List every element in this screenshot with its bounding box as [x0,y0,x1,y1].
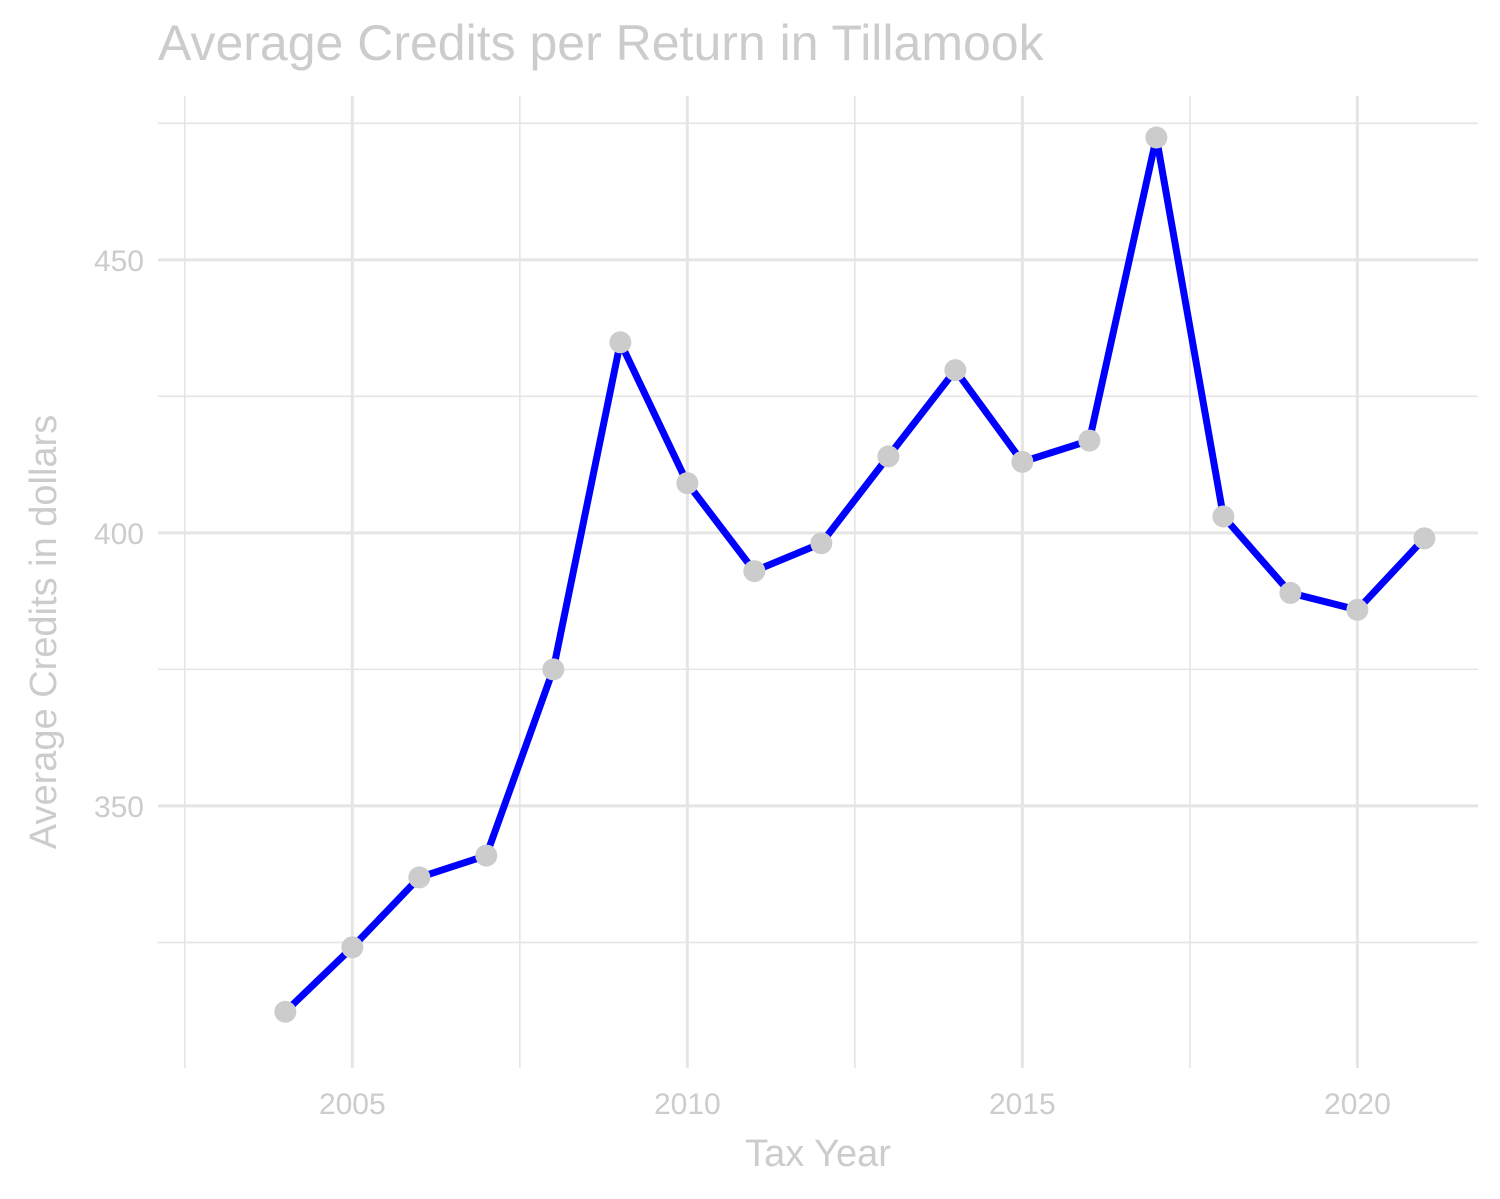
data-point [944,359,967,382]
data-point [542,658,565,681]
y-tick-label: 450 [94,245,144,278]
x-tick-label: 2010 [654,1088,721,1121]
series-line-group [281,134,1428,1016]
data-point [1279,581,1302,604]
data-point [609,331,632,354]
minor-y-gridlines [158,122,1478,944]
data-point [1011,450,1034,473]
data-point [676,472,699,495]
data-point [877,445,900,468]
data-point [743,560,766,583]
data-point [1413,527,1436,550]
x-tick-labels: 2005 2010 2015 2020 [319,1088,1391,1121]
x-tick-label: 2015 [989,1088,1056,1121]
series-points-group [274,126,1436,1023]
y-tick-label: 400 [94,518,144,551]
series-line [281,134,1428,1016]
y-tick-label: 350 [94,791,144,824]
y-axis-title: Average Credits in dollars [23,415,65,849]
data-point [475,844,498,867]
data-point [1145,126,1168,149]
data-point [408,866,431,889]
x-axis-title: Tax Year [745,1133,891,1175]
x-tick-label: 2020 [1324,1088,1391,1121]
major-x-gridlines [350,96,1359,1068]
data-point [341,936,364,959]
chart-title: Average Credits per Return in Tillamook [158,15,1044,71]
data-point [1346,598,1369,621]
data-point [1078,429,1101,452]
minor-x-gridlines [184,96,1191,1068]
x-tick-label: 2005 [319,1088,386,1121]
y-tick-labels: 350 400 450 [94,245,144,824]
data-point [810,532,833,555]
data-point [1212,505,1235,528]
data-point [274,1000,297,1023]
